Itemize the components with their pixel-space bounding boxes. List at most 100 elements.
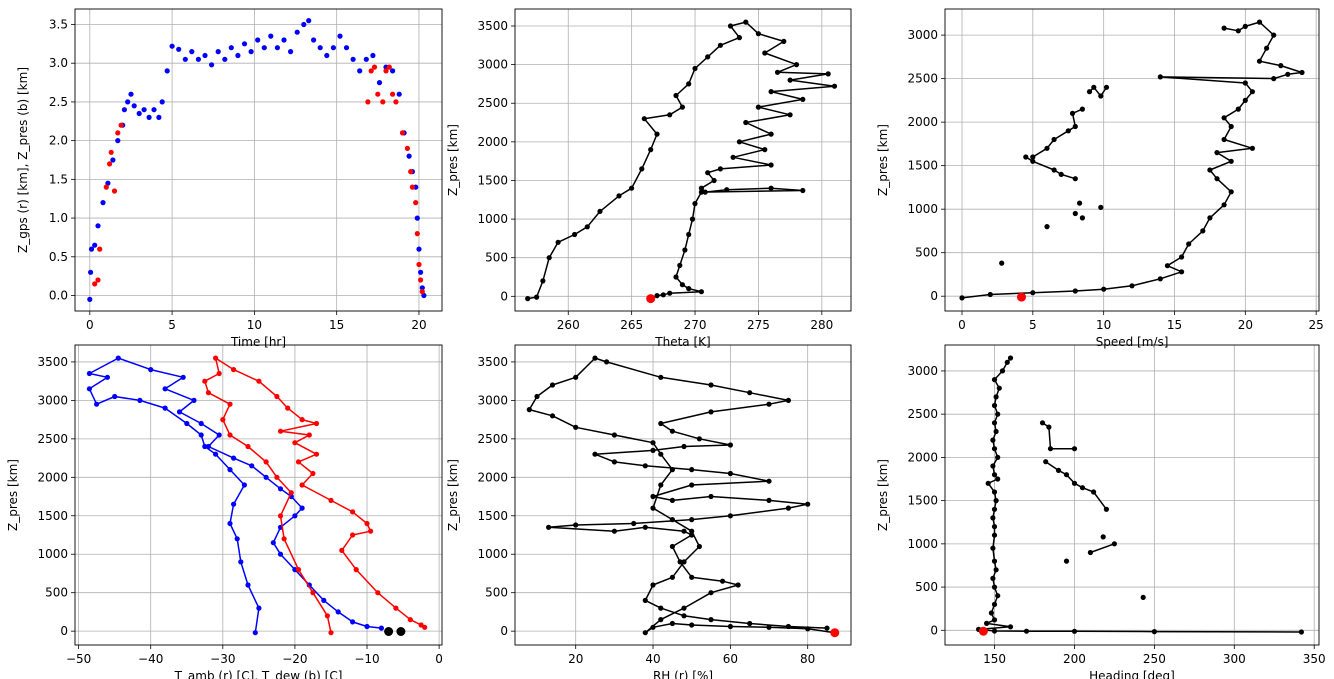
x-tick-label: 20 [411,318,426,332]
data-point [105,180,111,186]
data-point [1129,283,1135,289]
x-tick-label: 270 [684,318,707,332]
series-line [204,357,426,633]
data-point [727,623,734,630]
data-point [727,442,734,448]
data-point [781,38,787,45]
series-1 [976,355,1304,635]
data-point [176,46,182,52]
data-point [285,405,291,411]
chart-panel-6: 150 200 250 300 350 0 500 1000 1500 2000 2500 3000 H… [876,344,1326,679]
x-tick-label: 15 [1167,318,1182,332]
plot-area [87,18,427,302]
y-tick-label: 3500 [477,19,508,33]
data-point [414,231,420,237]
data-point [108,149,114,155]
data-point [1271,32,1277,38]
data-point [368,528,374,534]
data-point [295,459,302,465]
y-tick-label: 0 [500,289,508,303]
data-point [277,486,284,492]
y-tick-label: 3000 [907,28,938,42]
data-point [350,509,356,515]
data-point [141,107,147,113]
data-point [274,474,280,480]
data-point [1271,76,1277,82]
data-point [94,401,100,407]
data-point [1221,136,1227,143]
series-1 [526,355,838,636]
x-tick-label: 10 [247,318,262,332]
data-point [686,231,692,238]
data-point [669,543,676,550]
highlight-marker [1017,292,1026,302]
data-point [406,153,412,159]
data-point [277,513,284,519]
data-point [227,401,233,407]
data-point [416,261,422,268]
axes-frame [514,344,852,646]
data-point [216,432,222,438]
data-point [1058,171,1064,177]
data-point [774,69,781,75]
data-point [146,114,152,120]
y-tick-label: 500 [915,246,938,260]
x-tick-label: 10 [1096,318,1111,332]
data-point [1043,459,1049,465]
axes-frame [944,344,1320,646]
data-point [785,623,792,630]
data-point [727,470,734,477]
series-3 [1043,459,1109,512]
data-point [335,609,341,615]
data-point [159,99,165,105]
data-point [421,292,427,299]
data-point [86,370,92,377]
data-point [112,393,118,400]
data-point [261,45,267,51]
x-axis-label: T_amb (r) [C], T_dew (b) [C] [174,669,343,679]
y-tick-label: 1.5 [49,172,68,186]
data-point [658,617,664,623]
data-point [990,515,996,521]
data-point [353,567,359,573]
data-point [669,517,676,523]
x-tick-label: 200 [1063,652,1086,666]
y-tick-label: 500 [915,580,938,594]
data-point [766,478,772,484]
data-point [1179,269,1185,275]
plot-area [976,355,1304,636]
data-point [202,52,208,59]
data-point [1004,359,1010,365]
data-point [227,467,233,473]
data-point [390,91,396,97]
x-tick-label: 280 [810,318,833,332]
data-point [263,459,269,465]
data-point [222,56,228,62]
data-point [176,409,183,415]
data-point [339,547,345,554]
data-point [654,293,660,299]
x-tick-label: 15 [329,318,344,332]
data-point [227,432,233,438]
data-point [604,359,610,365]
data-point [100,200,106,206]
data-point [991,532,998,538]
data-point [698,185,705,191]
data-point [180,374,186,380]
x-tick-label: −10 [354,652,379,666]
data-point [534,294,540,300]
x-tick-label: 300 [1223,652,1246,666]
y-tick-label: 0 [500,624,508,638]
highlight-marker [646,294,656,304]
data-point [255,37,261,43]
data-point [658,605,664,611]
data-point [743,19,749,25]
data-point [673,92,679,99]
data-point [205,443,211,450]
data-point [727,513,734,519]
data-point [677,262,683,268]
data-point [1072,123,1078,130]
data-point [762,147,768,153]
data-point [131,103,137,109]
